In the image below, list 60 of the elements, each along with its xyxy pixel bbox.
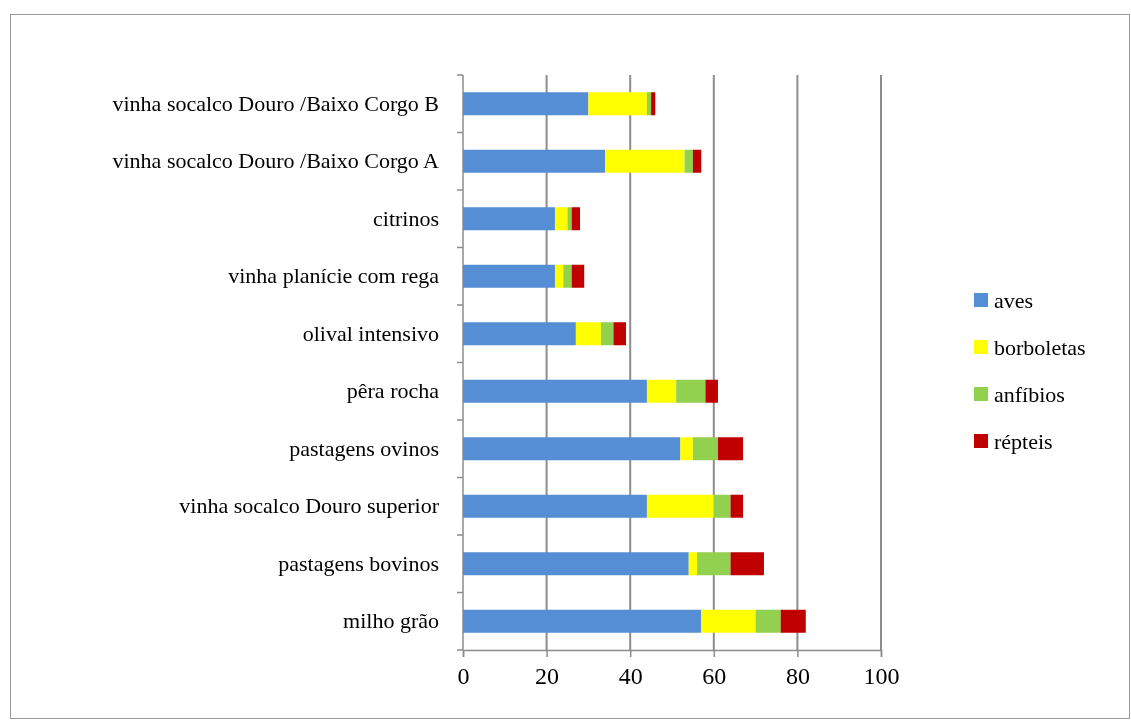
y-tick-label: vinha socalco Douro superior [179, 493, 440, 519]
bar [676, 379, 706, 403]
y-tick-label: pastagens bovinos [278, 550, 439, 576]
bar [605, 149, 685, 173]
bar [646, 494, 714, 518]
bar [463, 552, 689, 576]
x-tick-label: 60 [702, 663, 727, 690]
bar [646, 92, 652, 116]
bar [713, 494, 731, 518]
bar [705, 379, 718, 403]
y-tick-label: olival intensivo [302, 320, 439, 346]
bar [554, 264, 564, 288]
legend-label: anfíbios [994, 381, 1065, 407]
x-tick-label: 40 [618, 663, 643, 690]
bar [463, 149, 606, 173]
bar [463, 207, 555, 231]
bar [463, 379, 647, 403]
bar [463, 322, 576, 346]
y-tick-label: pastagens ovinos [289, 435, 439, 461]
bar [613, 322, 627, 346]
bar [567, 207, 572, 231]
y-tick-label: vinha socalco Douro /Baixo Corgo B [112, 90, 439, 116]
bar [554, 207, 568, 231]
x-tick-label: 20 [535, 663, 560, 690]
bar [651, 92, 656, 116]
bar [701, 609, 756, 633]
bar [692, 149, 702, 173]
bar [563, 264, 572, 288]
bar [730, 552, 764, 576]
bar [717, 437, 744, 461]
bar [463, 264, 555, 288]
bar [463, 494, 647, 518]
y-tick-label: milho grão [343, 608, 439, 634]
legend-label: aves [994, 287, 1034, 313]
y-tick-label: citrinos [373, 205, 439, 231]
bar [684, 149, 693, 173]
bar [697, 552, 731, 576]
bar [730, 494, 744, 518]
bar [571, 207, 581, 231]
legend-label: répteis [994, 428, 1053, 454]
bar [600, 322, 614, 346]
bar [588, 92, 647, 116]
bar [463, 437, 681, 461]
bar [692, 437, 718, 461]
bar [688, 552, 698, 576]
bar [780, 609, 806, 633]
bar [571, 264, 585, 288]
x-tick-label: 80 [785, 663, 810, 690]
legend-label: borboletas [994, 334, 1086, 360]
y-tick-label: pêra rocha [346, 378, 440, 404]
bar [575, 322, 601, 346]
bar [463, 92, 589, 116]
x-tick-label: 0 [457, 663, 470, 690]
bar [646, 379, 677, 403]
x-tick-label: 100 [863, 663, 900, 690]
y-tick-label: vinha socalco Douro /Baixo Corgo A [112, 148, 440, 174]
bar [755, 609, 781, 633]
y-tick-label: vinha planície com rega [228, 263, 440, 289]
bar [680, 437, 693, 461]
bar [463, 609, 702, 633]
